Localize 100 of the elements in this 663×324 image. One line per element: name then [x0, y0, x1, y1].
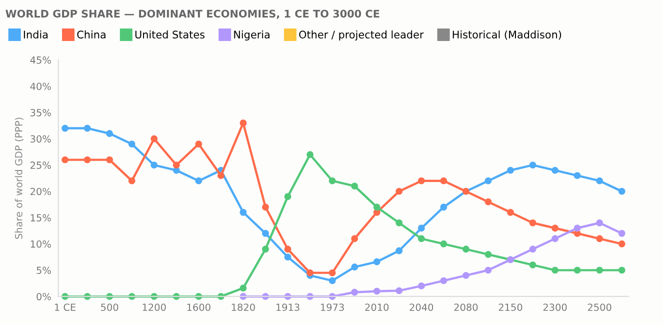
point	[529, 261, 536, 268]
point	[596, 266, 604, 274]
point	[373, 258, 380, 266]
point	[440, 177, 448, 184]
point	[507, 208, 514, 216]
point	[328, 177, 336, 184]
x-tick-label: 1820	[232, 304, 255, 311]
point	[106, 156, 114, 164]
point	[128, 177, 136, 184]
point	[507, 166, 514, 174]
point	[106, 130, 114, 137]
x-tick-label: 1200	[142, 304, 166, 311]
point	[484, 266, 492, 274]
point	[328, 269, 336, 276]
point	[306, 269, 314, 276]
point	[529, 162, 536, 169]
x-tick-label: 2300	[543, 304, 567, 311]
point	[373, 204, 380, 211]
chart-title: WORLD GDP SHARE — DOMINANT ECONOMIES, 1 CE TO 3000 CE	[6, 10, 380, 19]
x-tick-label: 1 CE	[54, 304, 76, 311]
y-tick-label: 5%	[36, 266, 51, 274]
point	[440, 277, 448, 284]
point	[618, 230, 626, 237]
y-tick-label: 20%	[30, 188, 51, 196]
point	[574, 172, 581, 180]
point	[618, 240, 626, 248]
point	[596, 177, 604, 184]
point	[396, 188, 403, 195]
point	[262, 204, 269, 211]
point	[306, 151, 314, 158]
point	[351, 288, 358, 296]
point	[484, 177, 492, 184]
legend-label: Historical (Maddison)	[452, 30, 562, 40]
point	[418, 177, 425, 184]
point	[462, 246, 470, 253]
point	[552, 166, 558, 174]
y-tick-label: 15%	[30, 214, 51, 222]
y-tick-label: 45%	[30, 56, 51, 64]
legend-label: China	[77, 30, 106, 38]
point	[62, 124, 68, 132]
point	[440, 204, 448, 211]
y-tick-label: 35%	[30, 108, 51, 116]
point	[373, 288, 380, 295]
point	[262, 246, 269, 253]
point	[552, 224, 558, 232]
point	[618, 266, 626, 274]
point	[440, 240, 448, 248]
point	[396, 219, 403, 226]
point	[618, 188, 626, 195]
point	[195, 177, 202, 184]
y-tick-label: 0%	[36, 292, 51, 300]
y-axis-title: Share of world GDP (PPP)	[14, 118, 24, 239]
point	[484, 198, 492, 206]
point	[328, 277, 336, 284]
point	[484, 250, 492, 258]
x-tick-label: 1973	[320, 304, 344, 311]
x-tick-label: 1600	[187, 304, 210, 311]
point	[574, 266, 581, 274]
point	[418, 282, 425, 290]
point	[462, 272, 470, 279]
point	[284, 246, 292, 253]
x-tick-label: 500	[101, 304, 118, 311]
point	[574, 224, 581, 232]
point	[351, 182, 358, 190]
point	[240, 120, 247, 126]
legend-label: India	[24, 30, 48, 38]
point	[217, 172, 224, 180]
x-tick-label: 2010	[365, 304, 389, 311]
y-tick-label: 40%	[30, 82, 51, 90]
point	[284, 254, 292, 261]
point	[418, 235, 425, 242]
point	[240, 284, 247, 292]
point	[529, 246, 536, 253]
point	[418, 224, 425, 232]
point	[150, 135, 158, 142]
x-tick-label: 2150	[498, 304, 522, 311]
x-tick-label: 2500	[588, 304, 612, 311]
point	[396, 287, 403, 294]
point	[128, 140, 136, 148]
point	[150, 162, 158, 169]
point	[62, 156, 68, 164]
y-tick-label: 30%	[30, 135, 51, 143]
point	[172, 162, 180, 169]
point	[240, 208, 247, 216]
point	[596, 235, 604, 242]
x-tick-label: 1913	[276, 304, 300, 311]
point	[396, 247, 403, 254]
y-tick-label: 25%	[30, 162, 51, 169]
point	[84, 124, 91, 132]
point	[351, 264, 358, 270]
point	[529, 219, 536, 226]
point	[284, 193, 292, 200]
point	[195, 140, 202, 148]
legend-label: United States	[135, 30, 205, 38]
legend-label: Other / projected leader	[299, 30, 424, 41]
point	[351, 235, 358, 242]
y-tick-label: 10%	[30, 240, 51, 248]
point	[262, 230, 269, 237]
point	[552, 266, 558, 274]
x-tick-label: 2080	[454, 304, 478, 311]
